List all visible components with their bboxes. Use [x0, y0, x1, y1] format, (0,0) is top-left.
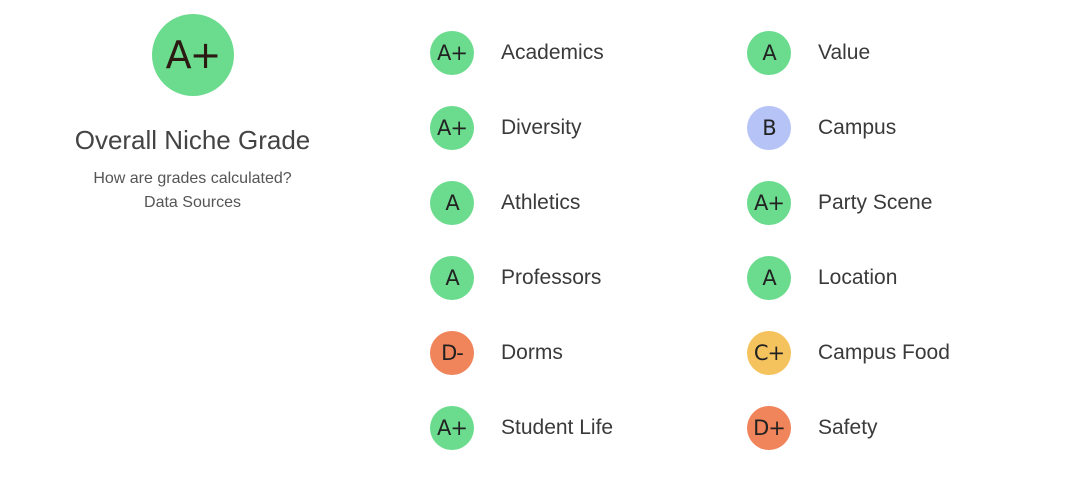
- grade-label: Academics: [501, 41, 604, 64]
- grade-row-academics[interactable]: A+ Academics: [430, 31, 613, 75]
- grade-badge: A: [430, 181, 474, 225]
- grade-label: Diversity: [501, 116, 582, 139]
- grade-label: Campus Food: [818, 341, 950, 364]
- grade-row-student-life[interactable]: A+ Student Life: [430, 406, 613, 450]
- grade-badge: A: [747, 31, 791, 75]
- grade-badge: B: [747, 106, 791, 150]
- grade-label: Professors: [501, 266, 602, 289]
- grade-label: Dorms: [501, 341, 563, 364]
- grade-row-safety[interactable]: D+ Safety: [747, 406, 950, 450]
- grade-badge: A+: [430, 106, 474, 150]
- grade-badge: C+: [747, 331, 791, 375]
- grade-badge: D+: [747, 406, 791, 450]
- grade-badge: D-: [430, 331, 474, 375]
- grade-label: Safety: [818, 416, 878, 439]
- grade-row-dorms[interactable]: D- Dorms: [430, 331, 613, 375]
- grade-list-left: A+ Academics A+ Diversity A Athletics A …: [430, 31, 613, 481]
- grade-label: Athletics: [501, 191, 581, 214]
- grade-row-value[interactable]: A Value: [747, 31, 950, 75]
- grade-badge: A: [430, 256, 474, 300]
- grade-badge: A+: [430, 31, 474, 75]
- overall-grade-badge: A+: [151, 14, 234, 96]
- grade-list-right: A Value B Campus A+ Party Scene A Locati…: [747, 31, 950, 481]
- overall-grade-title: Overall Niche Grade: [74, 125, 311, 155]
- grade-label: Party Scene: [818, 191, 933, 214]
- grade-badge: A+: [430, 406, 474, 450]
- grade-badge: A+: [747, 181, 791, 225]
- grade-row-party-scene[interactable]: A+ Party Scene: [747, 181, 950, 225]
- grades-calculation-link[interactable]: How are grades calculated?: [93, 169, 292, 187]
- data-sources-link[interactable]: Data Sources: [144, 193, 241, 211]
- grade-label: Campus: [818, 116, 897, 139]
- grade-row-campus[interactable]: B Campus: [747, 106, 950, 150]
- grade-row-athletics[interactable]: A Athletics: [430, 181, 613, 225]
- grade-label: Student Life: [501, 416, 614, 439]
- grade-row-location[interactable]: A Location: [747, 256, 950, 300]
- grade-label: Location: [818, 266, 898, 289]
- overall-grade-section: A+ Overall Niche Grade How are grades ca…: [60, 14, 325, 215]
- grade-badge: A: [747, 256, 791, 300]
- grade-row-professors[interactable]: A Professors: [430, 256, 613, 300]
- grade-row-diversity[interactable]: A+ Diversity: [430, 106, 613, 150]
- grade-label: Value: [818, 41, 871, 64]
- grade-row-campus-food[interactable]: C+ Campus Food: [747, 331, 950, 375]
